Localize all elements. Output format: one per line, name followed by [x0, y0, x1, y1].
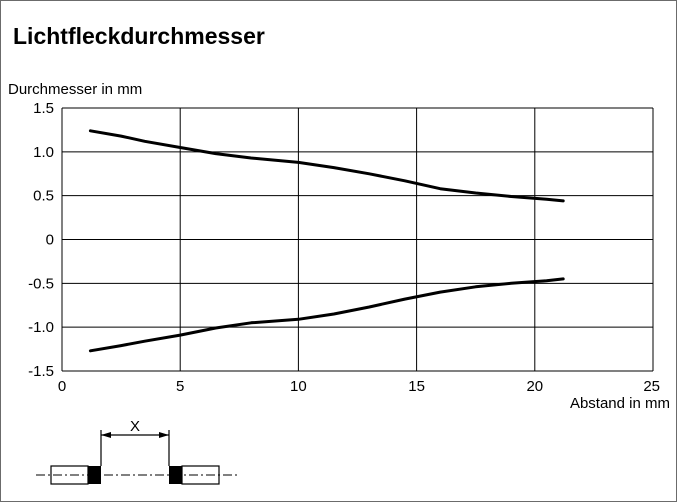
x-tick-label: 0 — [58, 378, 66, 395]
gridlines — [61, 107, 654, 372]
emitter-lens — [88, 466, 101, 484]
y-tick-label: 0.5 — [33, 188, 54, 205]
dimension-arrow-left — [101, 432, 111, 438]
dimension-arrow-right — [159, 432, 169, 438]
y-tick-label: -1.0 — [28, 319, 54, 336]
x-tick-label: 25 — [643, 378, 660, 395]
distance-label: X — [130, 418, 140, 435]
y-tick-label: 1.0 — [33, 144, 54, 161]
y-tick-label: -0.5 — [28, 275, 54, 292]
tick-labels: 1.51.00.50-0.5-1.0-1.50 5 10 15 20 25 — [28, 100, 660, 395]
upper-boundary-line — [88, 129, 565, 203]
distance-diagram — [36, 430, 237, 485]
y-tick-label: 1.5 — [33, 100, 54, 117]
x-tick-label: 15 — [408, 378, 425, 395]
y-tick-label: -1.5 — [28, 363, 54, 380]
x-tick-label: 20 — [526, 378, 543, 395]
receiver-housing — [181, 465, 220, 485]
x-axis-label: Abstand in mm — [570, 395, 670, 412]
figure-title: Lichtfleckdurchmesser — [13, 23, 265, 49]
y-axis-label: Durchmesser in mm — [8, 81, 142, 98]
lower-boundary-line — [88, 277, 565, 353]
data-series — [88, 129, 565, 353]
x-tick-label: 10 — [290, 378, 307, 395]
x-tick-label: 5 — [176, 378, 184, 395]
y-tick-label: 0 — [46, 232, 54, 249]
receiver-lens — [169, 466, 182, 484]
